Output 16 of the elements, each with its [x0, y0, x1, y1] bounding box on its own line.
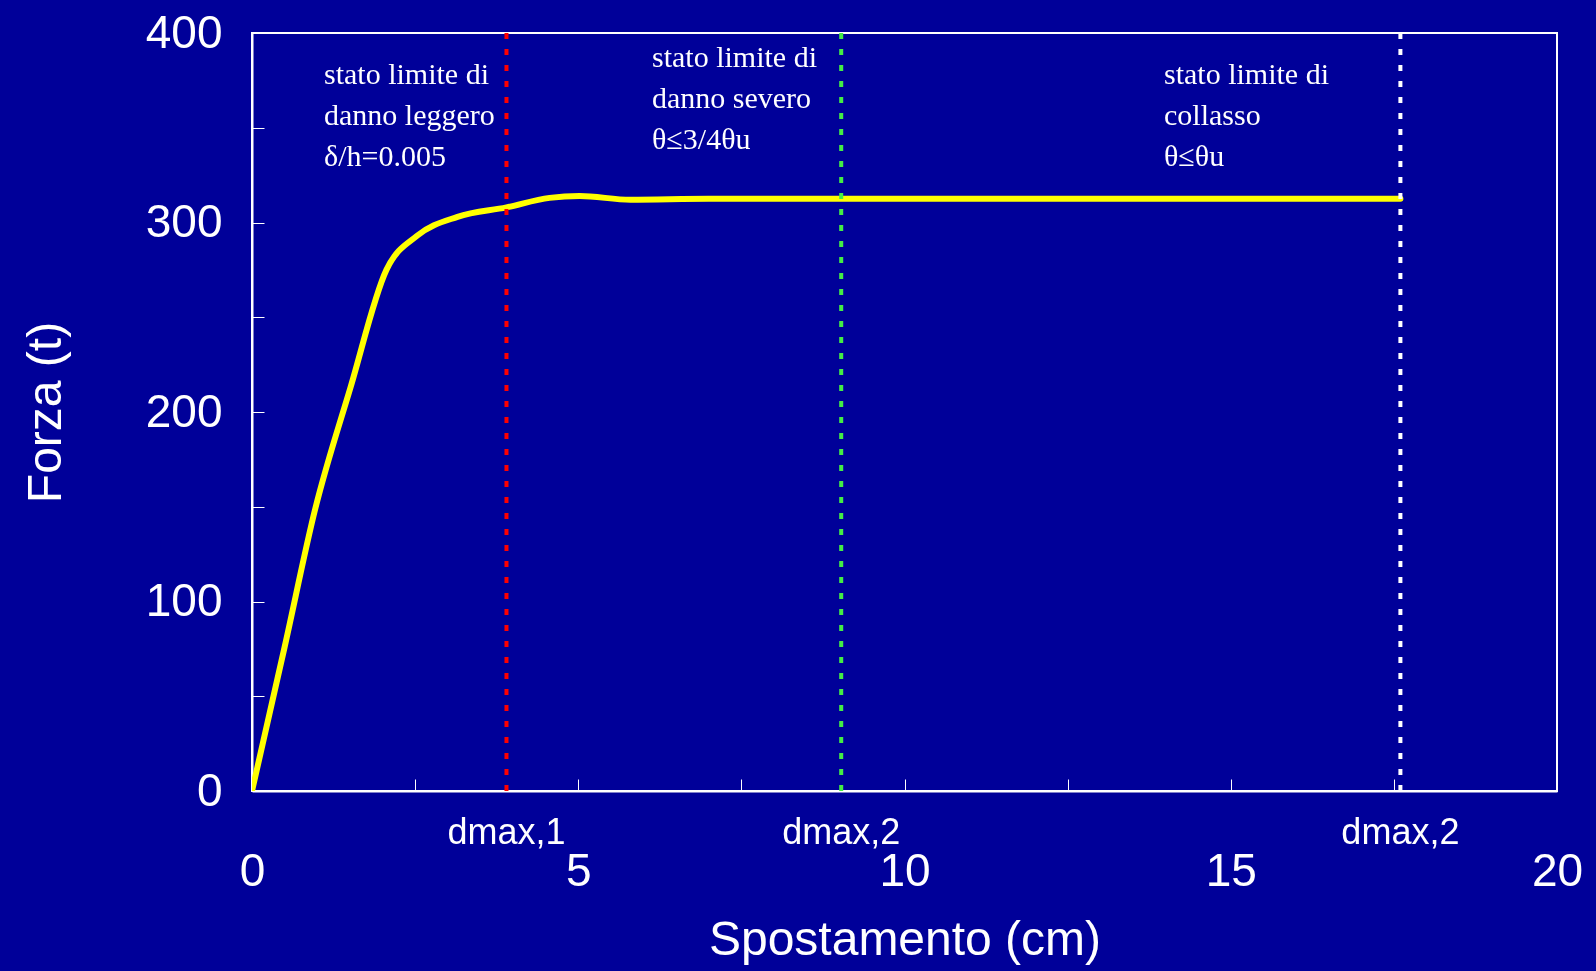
y-tick-label: 0 — [196, 763, 223, 816]
x-tick-label: 15 — [1205, 843, 1257, 896]
y-tick-label: 400 — [145, 5, 223, 58]
y-tick-label: 200 — [145, 384, 223, 437]
annotation: stato limite di collasso θ≤θu — [1164, 57, 1329, 172]
annotation: stato limite di danno leggero δ/h=0.005 — [324, 57, 495, 172]
x-axis-title: Spostamento (cm) — [708, 911, 1102, 965]
y-tick-label: 300 — [145, 195, 223, 247]
x-tick-label: 0 — [239, 843, 266, 896]
ref-line-label: dmax,1 — [447, 811, 566, 852]
y-tick-label: 100 — [145, 574, 223, 626]
x-tick-label: 20 — [1531, 843, 1584, 896]
annotation: stato limite di danno severo θ≤3/4θu — [652, 40, 817, 155]
ref-line-label: dmax,2 — [1341, 811, 1460, 852]
x-tick-label: 5 — [565, 843, 592, 896]
y-axis-title: Forza (t) — [17, 321, 71, 504]
